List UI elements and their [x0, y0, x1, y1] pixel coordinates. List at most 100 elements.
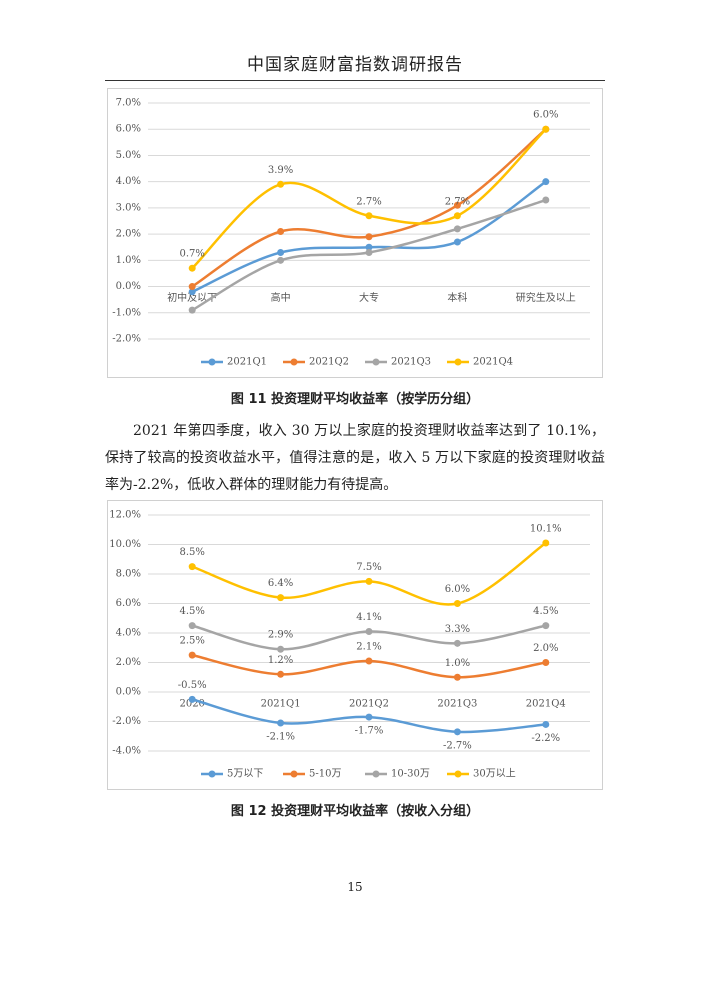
y-tick-label: 3.0%	[116, 202, 141, 213]
legend-label: 2021Q3	[391, 357, 431, 368]
y-tick-label: 12.0%	[109, 510, 141, 521]
legend-marker	[454, 770, 462, 778]
point	[453, 212, 461, 220]
legend-label: 2021Q2	[309, 357, 349, 368]
point	[453, 600, 461, 607]
point	[542, 539, 550, 547]
point	[365, 233, 373, 241]
point	[277, 227, 285, 235]
point	[453, 201, 461, 209]
point	[542, 125, 550, 133]
x-tick-label: 高中	[271, 291, 291, 304]
point	[453, 728, 461, 736]
legend-marker	[208, 770, 216, 778]
data-label: 2.5%	[179, 636, 204, 647]
header-rule	[105, 80, 605, 81]
point	[453, 673, 461, 681]
point	[365, 628, 373, 636]
data-label: 6.4%	[268, 578, 293, 589]
y-tick-label: -2.0%	[112, 334, 141, 345]
data-label: 4.5%	[533, 606, 558, 617]
x-tick-label: 大专	[359, 291, 379, 304]
x-tick-label: 研究生及以上	[516, 291, 576, 304]
chart: -4.0% -2.0% 0.0% 2.0% 4.0% 6.0% 8.0% 10.0% 12.0%…	[107, 500, 603, 790]
x-tick-label: 初中及以下	[167, 291, 217, 304]
data-label: -2.7%	[443, 740, 472, 751]
point	[188, 288, 196, 296]
data-label: 3.9%	[268, 165, 293, 176]
point	[188, 306, 196, 314]
data-label: -2.1%	[266, 731, 295, 742]
point	[277, 180, 285, 188]
y-tick-label: 6.0%	[116, 598, 141, 609]
paragraph: 2021 年第四季度，收入 30 万以上家庭的投资理财收益率达到了 10.1%，…	[105, 423, 605, 493]
y-tick-label: -4.0%	[112, 746, 141, 757]
point	[453, 238, 461, 246]
data-label: 1.2%	[268, 655, 293, 666]
chart-frame	[107, 88, 603, 378]
point	[277, 645, 285, 653]
data-label: 4.1%	[356, 612, 381, 623]
legend-marker	[208, 358, 216, 366]
point	[365, 577, 373, 585]
legend-label: 5-10万	[309, 769, 341, 780]
legend-marker	[372, 770, 380, 778]
caption: 图 12 投资理财平均收益率（按收入分组）	[230, 804, 480, 819]
point	[188, 651, 196, 659]
point	[188, 695, 196, 703]
point	[188, 563, 196, 571]
legend-marker	[290, 358, 298, 366]
legend-label: 5万以下	[227, 769, 263, 780]
x-tick-label: 2021Q1	[261, 699, 301, 710]
point	[365, 248, 373, 256]
point	[188, 264, 196, 272]
data-label: 6.0%	[445, 584, 470, 595]
point	[453, 225, 461, 233]
data-label: 2.0%	[533, 643, 558, 654]
data-label: -2.2%	[531, 733, 560, 744]
x-tick-label: 2021Q4	[526, 699, 566, 710]
point	[542, 720, 550, 728]
y-tick-label: 5.0%	[116, 150, 141, 161]
caption: 图 11 投资理财平均收益率（按学历分组）	[230, 392, 480, 407]
chart: -2.0% -1.0% 0.0% 1.0% 2.0% 3.0% 4.0% 5.0% 6.0% 7.…	[107, 88, 603, 378]
x-tick-label: 2021Q3	[437, 699, 477, 710]
y-tick-label: 0.0%	[116, 281, 141, 292]
data-label: 1.0%	[445, 658, 470, 669]
point	[542, 622, 550, 630]
data-label: 4.5%	[179, 606, 204, 617]
point	[453, 639, 461, 647]
point	[277, 256, 285, 264]
point	[277, 719, 285, 727]
data-label: 2.7%	[356, 196, 381, 207]
data-label: 10.1%	[530, 524, 562, 535]
data-label: 0.7%	[179, 249, 204, 260]
y-tick-label: 1.0%	[116, 255, 141, 266]
point	[277, 670, 285, 678]
data-label: 2.7%	[445, 196, 470, 207]
legend-label: 2021Q4	[473, 357, 513, 368]
legend-label: 10-30万	[391, 769, 430, 780]
data-label: 7.5%	[356, 562, 381, 573]
point	[365, 212, 373, 220]
data-label: -0.5%	[178, 680, 207, 691]
point	[542, 659, 550, 666]
point	[188, 283, 196, 291]
legend-marker	[454, 358, 462, 366]
x-tick-label: 2021Q2	[349, 699, 389, 710]
point	[542, 178, 550, 186]
chart-frame	[107, 500, 603, 790]
y-tick-label: -2.0%	[112, 716, 141, 727]
x-tick-label: 本科	[447, 291, 467, 304]
y-tick-label: 4.0%	[116, 628, 141, 639]
page-number: 15	[347, 880, 363, 894]
header-title: 中国家庭财富指数调研报告	[247, 55, 463, 75]
data-label: -1.7%	[355, 726, 384, 737]
legend-marker	[372, 358, 380, 366]
data-label: 2.9%	[268, 630, 293, 641]
legend-label: 2021Q1	[227, 357, 267, 368]
y-tick-label: 4.0%	[116, 176, 141, 187]
legend-label: 30万以上	[473, 768, 516, 780]
y-tick-label: 2.0%	[116, 229, 141, 240]
